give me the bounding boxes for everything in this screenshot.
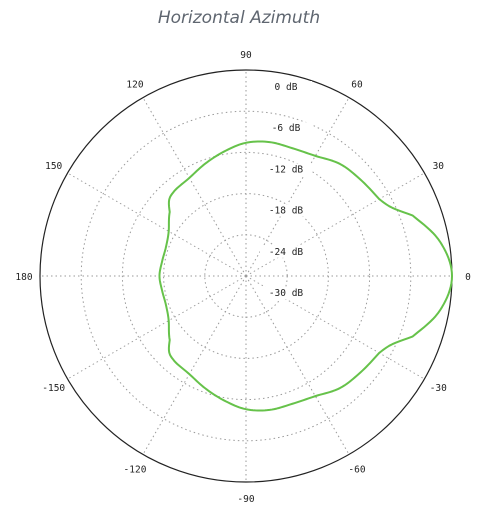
angle-spoke--150	[67, 275, 247, 380]
radial-ring	[121, 151, 371, 401]
angle-tick-label: 150	[45, 161, 62, 172]
ring-label-bg	[260, 122, 312, 135]
ring-label-bg	[260, 245, 312, 258]
radial-tick-label: -12 dB	[269, 164, 304, 175]
ring-label-layer: 0 dB -6 dB -12 dB -18 dB -24 dB -30 dB	[260, 81, 312, 299]
radial-tick-label: 0 dB	[275, 82, 298, 93]
grid-layer	[39, 69, 453, 483]
radial-ring	[80, 110, 412, 442]
angle-spoke--60	[245, 275, 350, 455]
radial-tick-label: -6 dB	[272, 123, 301, 134]
angle-spoke-30	[245, 172, 425, 277]
angle-tick-label: 90	[240, 50, 252, 61]
angle-spoke-150	[67, 172, 247, 277]
angle-tick-label-layer: 0 30 60 90 120 150 180 -150 -120 -90 -60 -30	[15, 50, 471, 505]
radial-ring	[204, 234, 288, 318]
angle-tick-label: -90	[237, 494, 254, 505]
angle-spoke-60	[245, 97, 350, 277]
radial-ring	[163, 193, 329, 359]
ring-label-bg	[260, 204, 312, 217]
radial-tick-label: -30 dB	[269, 288, 304, 299]
radial-tick-label: -18 dB	[269, 206, 304, 217]
angle-tick-label: 30	[433, 161, 445, 172]
angle-tick-label: 180	[15, 272, 32, 283]
angle-tick-label: 60	[351, 80, 363, 91]
angle-spoke--120	[142, 275, 247, 455]
angle-tick-label: 0	[465, 272, 471, 283]
series-line-0	[158, 140, 453, 412]
ring-label-bg	[260, 287, 312, 299]
angle-spoke--30	[245, 275, 425, 380]
angle-tick-label: -30	[430, 383, 447, 394]
angle-tick-label: -120	[124, 464, 147, 475]
angle-tick-label: -150	[42, 383, 65, 394]
angle-tick-label: 120	[126, 80, 143, 91]
angle-tick-label: -60	[348, 464, 365, 475]
chart-title: Horizontal Azimuth	[157, 8, 321, 28]
ring-label-bg	[260, 81, 312, 93]
series-layer	[158, 140, 453, 412]
angle-spoke-120	[142, 97, 247, 277]
ring-label-bg	[260, 163, 312, 176]
radial-tick-label: -24 dB	[269, 247, 304, 258]
